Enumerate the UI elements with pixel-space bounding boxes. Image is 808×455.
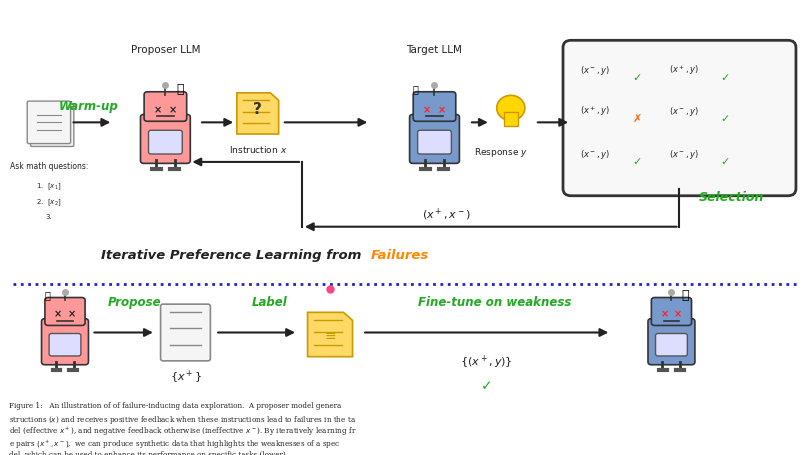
Text: Proposer LLM: Proposer LLM bbox=[131, 46, 200, 56]
Text: ×: × bbox=[54, 309, 62, 319]
Polygon shape bbox=[237, 93, 279, 134]
Text: del (effective $x^+$), and negative feedback otherwise (ineffective $x^-$). By i: del (effective $x^+$), and negative feed… bbox=[9, 426, 356, 438]
Text: 1.  $[ x_1]$: 1. $[ x_1]$ bbox=[36, 182, 61, 192]
Text: $(x^-, y)$: $(x^-, y)$ bbox=[668, 105, 698, 118]
FancyBboxPatch shape bbox=[41, 318, 88, 365]
FancyBboxPatch shape bbox=[648, 318, 695, 365]
FancyBboxPatch shape bbox=[45, 298, 85, 325]
Text: Fine-tune on weakness: Fine-tune on weakness bbox=[418, 296, 571, 309]
Text: ≡: ≡ bbox=[324, 329, 336, 343]
Text: 💎: 💎 bbox=[412, 84, 419, 94]
Text: del, which can be used to enhance its performance on specific tasks (lower).: del, which can be used to enhance its pe… bbox=[9, 450, 288, 455]
Text: ✓: ✓ bbox=[632, 157, 642, 167]
Circle shape bbox=[497, 96, 525, 121]
Text: ✓: ✓ bbox=[481, 379, 493, 394]
Text: 💎: 💎 bbox=[44, 290, 50, 300]
Text: Warm-up: Warm-up bbox=[59, 100, 119, 113]
Text: Failures: Failures bbox=[370, 249, 428, 262]
Text: ×: × bbox=[169, 105, 177, 115]
Text: 🔥: 🔥 bbox=[681, 289, 688, 302]
Text: ×: × bbox=[438, 105, 446, 115]
Text: Instruction $x$: Instruction $x$ bbox=[229, 144, 287, 155]
FancyBboxPatch shape bbox=[563, 40, 796, 196]
Text: 2.  $[x_2 ]$: 2. $[x_2 ]$ bbox=[36, 198, 61, 208]
FancyBboxPatch shape bbox=[503, 111, 518, 126]
Text: Figure 1:   An illustration of of failure-inducing data exploration.  A proposer: Figure 1: An illustration of of failure-… bbox=[9, 402, 341, 410]
Text: ✓: ✓ bbox=[632, 73, 642, 83]
FancyBboxPatch shape bbox=[651, 298, 692, 325]
FancyBboxPatch shape bbox=[144, 92, 187, 121]
Text: ×: × bbox=[674, 309, 682, 319]
Text: $(x^+, y)$: $(x^+, y)$ bbox=[668, 64, 698, 77]
FancyBboxPatch shape bbox=[27, 101, 70, 144]
Text: ✗: ✗ bbox=[632, 114, 642, 124]
Text: ✓: ✓ bbox=[721, 73, 730, 83]
Text: Iterative Preference Learning from: Iterative Preference Learning from bbox=[101, 249, 366, 262]
Text: Propose: Propose bbox=[108, 296, 162, 309]
FancyBboxPatch shape bbox=[161, 304, 210, 361]
Text: 🔥: 🔥 bbox=[176, 83, 183, 96]
Text: $(x^-, y)$: $(x^-, y)$ bbox=[668, 148, 698, 161]
FancyBboxPatch shape bbox=[418, 130, 452, 154]
Text: ✓: ✓ bbox=[721, 157, 730, 167]
Text: $(x^-, y)$: $(x^-, y)$ bbox=[580, 64, 610, 77]
Text: Label: Label bbox=[252, 296, 288, 309]
Text: structions ($x$) and receives positive feedback when these instructions lead to : structions ($x$) and receives positive f… bbox=[9, 414, 356, 426]
Text: e pairs $(x^+,x^-)$,  we can produce synthetic data that highlights the weakness: e pairs $(x^+,x^-)$, we can produce synt… bbox=[9, 438, 340, 450]
Text: Target LLM: Target LLM bbox=[406, 46, 462, 56]
Text: $(x^-, y)$: $(x^-, y)$ bbox=[580, 148, 610, 161]
FancyBboxPatch shape bbox=[141, 114, 191, 163]
Text: $(x^+, y)$: $(x^+, y)$ bbox=[580, 105, 610, 118]
Text: ×: × bbox=[68, 309, 76, 319]
Text: $\{(x^+, y)\}$: $\{(x^+, y)\}$ bbox=[461, 354, 513, 371]
Text: $\{x^+\}$: $\{x^+\}$ bbox=[170, 369, 201, 386]
Text: Selection: Selection bbox=[699, 192, 764, 204]
FancyBboxPatch shape bbox=[655, 334, 688, 356]
Text: ✓: ✓ bbox=[721, 114, 730, 124]
Text: 3.: 3. bbox=[45, 214, 53, 221]
Polygon shape bbox=[308, 312, 352, 357]
Text: ×: × bbox=[661, 309, 669, 319]
Text: ×: × bbox=[154, 105, 162, 115]
Text: $(x^+, x^-)$: $(x^+, x^-)$ bbox=[422, 206, 471, 222]
FancyBboxPatch shape bbox=[410, 114, 460, 163]
Text: Response $y$: Response $y$ bbox=[474, 146, 528, 159]
FancyBboxPatch shape bbox=[31, 104, 74, 147]
FancyBboxPatch shape bbox=[49, 334, 81, 356]
FancyBboxPatch shape bbox=[413, 92, 456, 121]
Text: ?: ? bbox=[254, 102, 263, 117]
Text: Ask math questions:: Ask math questions: bbox=[10, 162, 88, 171]
Text: ×: × bbox=[423, 105, 431, 115]
FancyBboxPatch shape bbox=[149, 130, 183, 154]
